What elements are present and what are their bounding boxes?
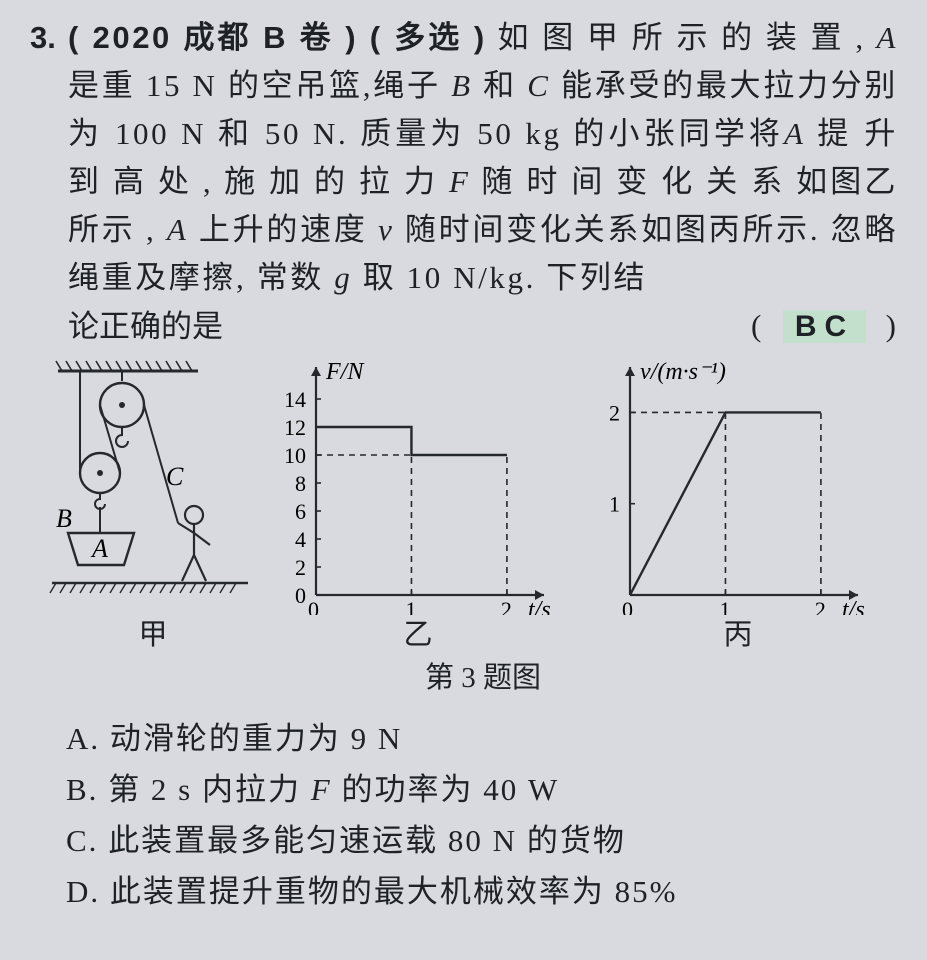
source: ( 2020 成都 B 卷 ) ( 多选 ) — [68, 20, 487, 55]
question: 3. ( 2020 成都 B 卷 ) ( 多选 ) 如 图 甲 所 示 的 装 … — [30, 14, 891, 919]
svg-text:0: 0 — [622, 597, 633, 615]
figure-b: 01202468101214t/sF/N 乙 — [258, 355, 578, 658]
svg-text:t/s: t/s — [528, 597, 551, 615]
svg-text:1: 1 — [609, 491, 620, 516]
svg-text:F/N: F/N — [325, 359, 365, 385]
figure-caption: 第 3 题图 — [68, 656, 898, 701]
svg-text:2: 2 — [815, 597, 826, 615]
figure-a: BA C 甲 — [48, 355, 258, 658]
svg-text:10: 10 — [284, 443, 306, 468]
svg-text:t/s: t/s — [842, 597, 865, 615]
option-c: C. 此装置最多能匀速运载 80 N 的货物 — [66, 817, 898, 865]
svg-text:A: A — [90, 534, 108, 563]
chart-b-svg: 01202468101214t/sF/N — [258, 355, 578, 615]
svg-text:0: 0 — [308, 597, 319, 615]
figure-a-label: 甲 — [48, 613, 258, 658]
options: A. 动滑轮的重力为 9 N B. 第 2 s 内拉力 F 的功率为 40 W … — [66, 715, 898, 916]
stem: ( 2020 成都 B 卷 ) ( 多选 ) 如 图 甲 所 示 的 装 置 ,… — [68, 14, 898, 302]
option-a: A. 动滑轮的重力为 9 N — [66, 715, 898, 763]
answer: BC — [783, 310, 866, 343]
option-b: B. 第 2 s 内拉力 F 的功率为 40 W — [66, 766, 898, 814]
chart-c-svg: 01212t/sv/(m·s⁻¹) — [578, 355, 898, 615]
stem-tail: 论正确的是 — [68, 303, 223, 351]
svg-text:12: 12 — [284, 415, 306, 440]
figure-c: 01212t/sv/(m·s⁻¹) 丙 — [578, 355, 898, 658]
svg-text:B: B — [56, 504, 72, 533]
svg-text:v/(m·s⁻¹): v/(m·s⁻¹) — [640, 359, 726, 385]
svg-text:2: 2 — [501, 597, 512, 615]
figure-c-label: 丙 — [578, 613, 898, 658]
svg-text:6: 6 — [295, 499, 306, 524]
svg-text:14: 14 — [284, 387, 306, 412]
figure-row: BAC 甲 01202468101214t/sF/N 乙 01212t/sv/(… — [48, 355, 898, 658]
svg-text:0: 0 — [295, 583, 306, 608]
diagram-a-svg: BA C — [48, 355, 258, 615]
question-body: ( 2020 成都 B 卷 ) ( 多选 ) 如 图 甲 所 示 的 装 置 ,… — [68, 14, 898, 919]
option-d: D. 此装置提升重物的最大机械效率为 85% — [66, 868, 898, 916]
answer-bracket: ( BC ) — [751, 302, 898, 351]
stem-last-line: 论正确的是 ( BC ) — [68, 302, 898, 351]
svg-text:2: 2 — [295, 555, 306, 580]
svg-text:8: 8 — [295, 471, 306, 496]
figure-b-label: 乙 — [258, 613, 578, 658]
svg-text:2: 2 — [609, 400, 620, 425]
svg-text:C: C — [166, 462, 184, 491]
svg-text:4: 4 — [295, 527, 306, 552]
